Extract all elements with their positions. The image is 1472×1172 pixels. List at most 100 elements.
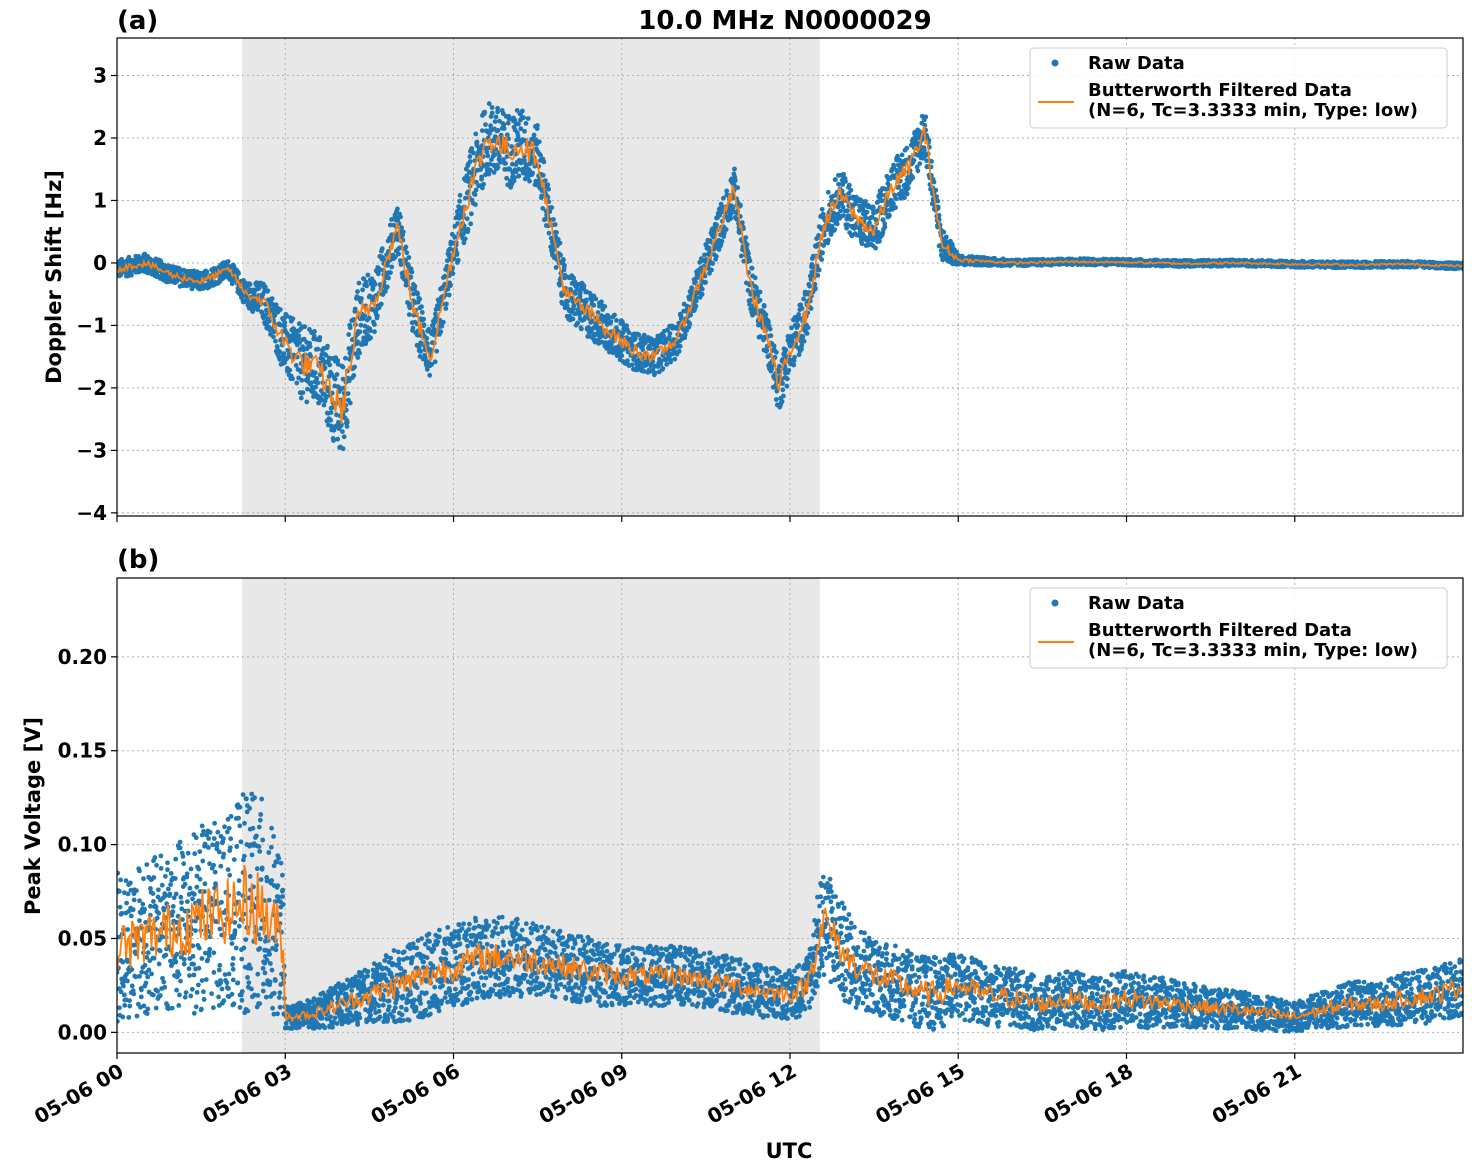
raw-data-point <box>118 272 124 278</box>
raw-data-point <box>365 272 371 278</box>
raw-data-point <box>833 177 838 183</box>
raw-data-point <box>454 252 460 257</box>
raw-data-point <box>486 101 492 107</box>
raw-data-point <box>561 257 566 263</box>
raw-data-point <box>363 279 369 285</box>
raw-data-point <box>452 234 458 240</box>
raw-data-point <box>904 145 910 151</box>
raw-data-point <box>328 417 334 423</box>
raw-data-point <box>225 259 231 264</box>
raw-data-point <box>510 161 515 167</box>
raw-data-point <box>417 296 423 302</box>
raw-data-point <box>492 152 498 157</box>
raw-data-point <box>404 250 410 256</box>
raw-data-point <box>126 254 132 260</box>
raw-data-point <box>768 333 774 339</box>
raw-data-point <box>455 257 461 263</box>
raw-data-point <box>834 221 840 227</box>
raw-data-point <box>699 286 705 292</box>
raw-data-point <box>561 267 567 273</box>
raw-data-point <box>448 283 453 288</box>
raw-data-point <box>915 168 921 174</box>
raw-data-point <box>443 306 449 311</box>
raw-data-point <box>467 154 473 159</box>
raw-data-point <box>896 184 902 190</box>
raw-data-point <box>836 181 841 187</box>
raw-data-point <box>703 279 708 285</box>
raw-data-point <box>487 131 492 137</box>
raw-data-point <box>320 356 326 362</box>
raw-data-point <box>301 336 307 342</box>
raw-data-point <box>527 178 532 184</box>
raw-data-point <box>315 380 321 386</box>
raw-data-point <box>779 399 785 404</box>
raw-data-point <box>458 208 464 214</box>
raw-data-point <box>305 386 310 392</box>
raw-data-point <box>864 209 870 215</box>
raw-data-point <box>551 217 556 222</box>
raw-data-point <box>351 373 357 378</box>
raw-data-point <box>636 332 642 338</box>
raw-data-point <box>516 173 522 179</box>
raw-data-point <box>298 369 304 375</box>
raw-data-point <box>273 302 279 308</box>
raw-data-point <box>780 387 786 393</box>
raw-data-point <box>489 105 495 110</box>
raw-data-point <box>467 159 473 164</box>
raw-data-point <box>271 334 276 340</box>
raw-data-point <box>357 350 362 356</box>
raw-data-point <box>682 332 688 338</box>
raw-data-point <box>464 216 470 222</box>
raw-data-point <box>875 229 881 235</box>
raw-data-point <box>473 131 479 137</box>
raw-data-point <box>335 358 341 363</box>
raw-data-point <box>843 179 848 184</box>
raw-data-point <box>457 192 463 198</box>
raw-data-point <box>941 229 947 235</box>
raw-data-point <box>599 299 604 305</box>
raw-data-point <box>204 269 210 275</box>
raw-data-point <box>265 288 271 294</box>
raw-data-point <box>687 321 692 327</box>
raw-data-point <box>571 303 577 309</box>
raw-data-point <box>512 175 517 180</box>
raw-data-point <box>820 250 825 256</box>
raw-data-point <box>469 147 474 152</box>
raw-data-point <box>795 323 801 328</box>
raw-data-point <box>723 227 729 232</box>
raw-data-point <box>710 261 716 266</box>
raw-data-point <box>498 159 503 165</box>
raw-data-point <box>735 185 741 191</box>
raw-data-point <box>757 289 763 295</box>
raw-data-point <box>393 254 398 260</box>
raw-data-point <box>461 240 467 246</box>
raw-data-point <box>923 114 929 120</box>
raw-data-point <box>229 281 235 287</box>
raw-data-point <box>521 115 526 121</box>
raw-data-point <box>418 349 424 354</box>
raw-data-point <box>479 176 484 182</box>
panel-a-label: (a) <box>117 6 158 36</box>
raw-data-point <box>255 307 261 312</box>
raw-data-point <box>732 178 738 184</box>
raw-data-point <box>321 402 327 408</box>
raw-data-point <box>340 364 346 370</box>
raw-data-point <box>304 399 310 405</box>
raw-data-point <box>353 351 359 357</box>
raw-data-point <box>520 108 525 114</box>
raw-data-point <box>672 356 678 362</box>
raw-data-point <box>397 245 403 251</box>
raw-data-point <box>553 265 559 270</box>
raw-data-point <box>290 316 296 322</box>
raw-data-point <box>522 128 527 134</box>
raw-data-point <box>368 328 373 334</box>
raw-data-point <box>899 152 905 158</box>
raw-data-point <box>626 330 632 336</box>
raw-data-point <box>450 271 456 276</box>
raw-data-point <box>505 120 511 126</box>
raw-data-point <box>296 321 302 327</box>
raw-data-point <box>841 213 846 218</box>
raw-data-point <box>568 287 573 292</box>
raw-data-point <box>504 132 510 138</box>
raw-data-point <box>247 282 253 287</box>
